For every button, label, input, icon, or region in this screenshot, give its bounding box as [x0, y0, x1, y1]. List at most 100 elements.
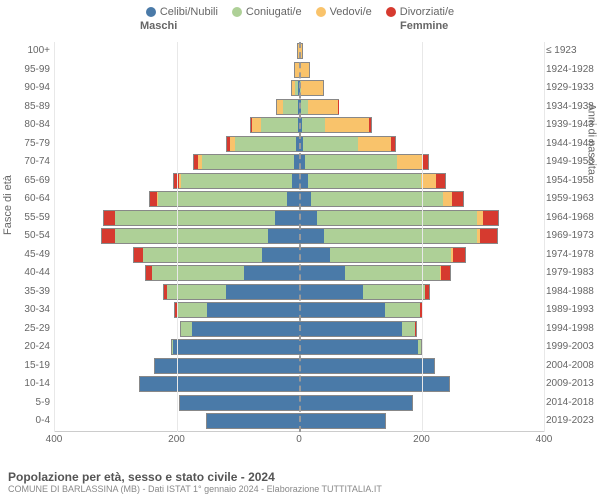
- legend-label: Celibi/Nubili: [160, 6, 218, 18]
- bar-segment: [207, 414, 299, 428]
- bar-segment: [104, 211, 115, 225]
- bar-female: [299, 99, 339, 115]
- bar-segment: [415, 322, 416, 336]
- bar-male: [101, 228, 299, 244]
- bar-segment: [244, 266, 299, 280]
- bar-female: [299, 191, 464, 207]
- age-label: 45-49: [0, 246, 50, 265]
- birth-label: 1979-1983: [546, 264, 600, 283]
- bar-segment: [303, 137, 358, 151]
- legend-dot-icon: [316, 7, 326, 17]
- bar-segment: [143, 248, 262, 262]
- age-label: 80-84: [0, 116, 50, 135]
- bar-segment: [115, 211, 274, 225]
- bar-male: [171, 339, 299, 355]
- bar-female: [299, 265, 451, 281]
- bar-segment: [330, 248, 451, 262]
- bar-segment: [301, 100, 308, 114]
- age-label: 20-24: [0, 338, 50, 357]
- plot-area: [54, 42, 544, 432]
- age-label: 60-64: [0, 190, 50, 209]
- bar-female: [299, 247, 466, 263]
- bar-segment: [252, 118, 261, 132]
- age-label: 0-4: [0, 412, 50, 431]
- age-label: 85-89: [0, 98, 50, 117]
- birth-label: 1944-1948: [546, 135, 600, 154]
- bar-segment: [207, 303, 299, 317]
- bar-female: [299, 80, 324, 96]
- bar-segment: [402, 322, 415, 336]
- birth-label: 1999-2003: [546, 338, 600, 357]
- zero-gridline: [299, 42, 301, 432]
- age-label: 5-9: [0, 394, 50, 413]
- bar-segment: [345, 266, 440, 280]
- legend-item: Vedovi/e: [316, 6, 372, 18]
- bar-segment: [299, 266, 345, 280]
- x-tick-label: 200: [413, 434, 430, 445]
- birth-label: 1989-1993: [546, 301, 600, 320]
- bar-female: [299, 376, 450, 392]
- bar-segment: [391, 137, 395, 151]
- y-axis-left: 100+95-9990-9485-8980-8475-7970-7465-696…: [0, 42, 50, 431]
- bar-segment: [275, 211, 300, 225]
- bar-segment: [480, 229, 497, 243]
- bar-segment: [443, 192, 452, 206]
- legend: Celibi/NubiliConiugati/eVedovi/eDivorzia…: [0, 0, 600, 20]
- bar-segment: [283, 100, 298, 114]
- bar-segment: [299, 377, 449, 391]
- bar-female: [299, 173, 446, 189]
- bar-segment: [180, 396, 299, 410]
- bar-segment: [150, 192, 157, 206]
- column-headers: Maschi Femmine: [0, 20, 600, 36]
- bar-segment: [299, 322, 402, 336]
- bar-segment: [152, 266, 244, 280]
- bar-male: [291, 80, 299, 96]
- bar-male: [206, 413, 299, 429]
- bar-segment: [181, 174, 291, 188]
- bar-segment: [317, 211, 476, 225]
- bar-segment: [115, 229, 268, 243]
- bar-male: [193, 154, 299, 170]
- bar-segment: [325, 118, 369, 132]
- x-tick-label: 0: [296, 434, 302, 445]
- bar-female: [299, 302, 423, 318]
- bar-segment: [301, 81, 322, 95]
- legend-label: Vedovi/e: [330, 6, 372, 18]
- legend-item: Coniugati/e: [232, 6, 302, 18]
- bar-male: [174, 302, 299, 318]
- chart-footer: Popolazione per età, sesso e stato civil…: [8, 470, 382, 494]
- age-label: 65-69: [0, 172, 50, 191]
- bar-female: [299, 413, 386, 429]
- age-label: 10-14: [0, 375, 50, 394]
- bar-male: [250, 117, 299, 133]
- age-label: 50-54: [0, 227, 50, 246]
- bar-segment: [363, 285, 424, 299]
- bar-male: [173, 173, 299, 189]
- bar-male: [103, 210, 299, 226]
- bar-male: [276, 99, 299, 115]
- bar-female: [299, 117, 372, 133]
- bar-segment: [287, 192, 299, 206]
- bar-female: [299, 321, 417, 337]
- age-label: 55-59: [0, 209, 50, 228]
- bar-female: [299, 284, 430, 300]
- bar-male: [145, 265, 299, 281]
- bar-segment: [397, 155, 422, 169]
- age-label: 70-74: [0, 153, 50, 172]
- bar-segment: [299, 303, 385, 317]
- age-label: 95-99: [0, 61, 50, 80]
- footer-subtitle: COMUNE DI BARLASSINA (MB) - Dati ISTAT 1…: [8, 484, 382, 494]
- bar-segment: [358, 137, 392, 151]
- bar-segment: [173, 340, 299, 354]
- bar-segment: [425, 285, 430, 299]
- bar-male: [180, 321, 299, 337]
- bar-segment: [181, 322, 192, 336]
- bar-segment: [299, 359, 434, 373]
- bar-segment: [292, 174, 299, 188]
- bar-female: [299, 136, 396, 152]
- bar-segment: [177, 303, 208, 317]
- x-tick-label: 400: [46, 434, 63, 445]
- birth-label: 1974-1978: [546, 246, 600, 265]
- y-axis-right: ≤ 19231924-19281929-19331934-19381939-19…: [546, 42, 600, 431]
- footer-title: Popolazione per età, sesso e stato civil…: [8, 470, 382, 484]
